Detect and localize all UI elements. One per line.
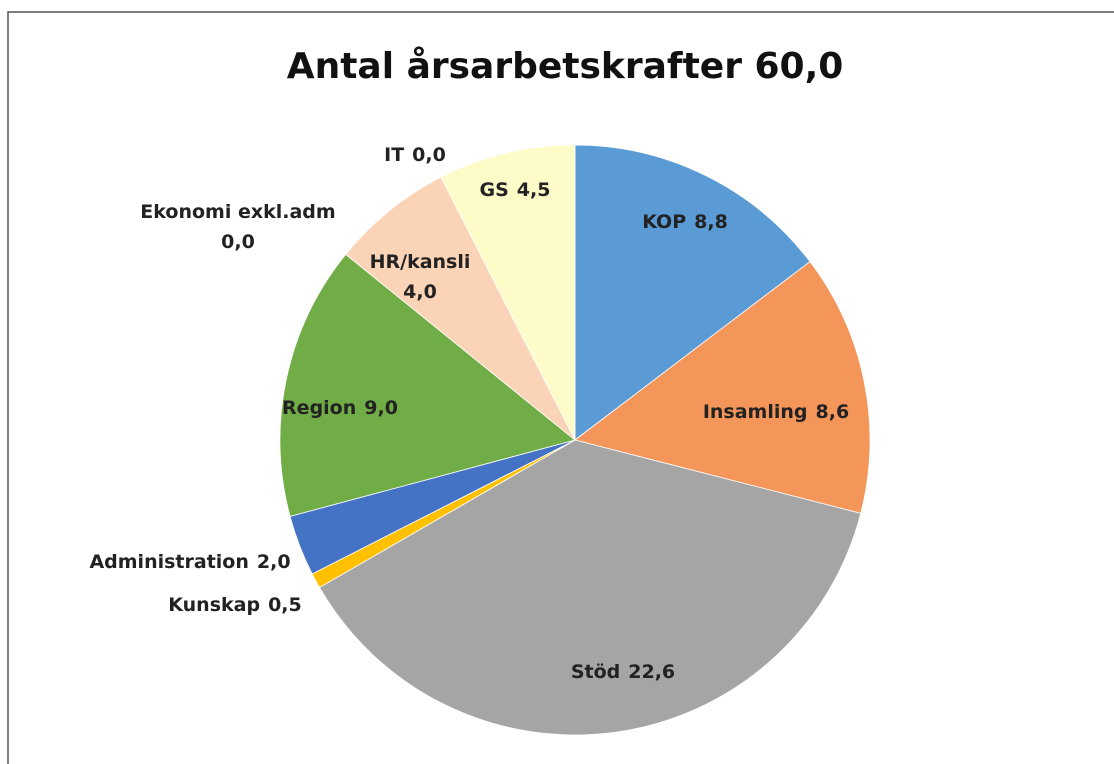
data-label: KOP 8,8 [642, 211, 728, 233]
value-label: 0,0 [221, 231, 255, 253]
value-label: 2,0 [257, 551, 291, 573]
pie-slice [318, 439, 862, 736]
category-label: Region [282, 397, 356, 419]
data-label: Stöd 22,6 [571, 661, 675, 683]
value-label: 8,8 [694, 211, 728, 233]
category-label: Ekonomi exkl.adm [140, 201, 335, 223]
value-label: 22,6 [628, 661, 675, 683]
value-label: 0,5 [268, 594, 302, 616]
frame [7, 11, 1114, 764]
category-label: IT [384, 144, 404, 166]
value-label: 8,6 [816, 401, 850, 423]
data-label: Kunskap 0,5 [168, 594, 301, 616]
chart-title: Antal årsarbetskrafter 60,0 [287, 46, 844, 87]
category-label: Kunskap [168, 594, 260, 616]
value-label: 0,0 [412, 144, 446, 166]
category-label: KOP [642, 211, 686, 233]
category-label: HR/kansli [370, 251, 471, 273]
category-label: Administration [89, 551, 248, 573]
category-label: GS [480, 179, 509, 201]
pie-slice [345, 176, 576, 441]
value-label: 4,0 [403, 281, 437, 303]
pie-slice [440, 144, 576, 441]
pie-slice [574, 144, 811, 441]
pie-slice [574, 261, 871, 514]
data-label: Administration 2,0 [89, 551, 290, 573]
data-label: HR/kansli 4,0 [370, 251, 471, 303]
category-label: Stöd [571, 661, 620, 683]
pie-slice [279, 253, 576, 517]
category-label: Insamling [703, 401, 808, 423]
data-label: Insamling 8,6 [703, 401, 849, 423]
data-label: IT 0,0 [384, 144, 446, 166]
data-label: Region 9,0 [282, 397, 398, 419]
data-label: GS 4,5 [480, 179, 551, 201]
data-label: Ekonomi exkl.adm 0,0 [140, 201, 335, 253]
value-label: 9,0 [364, 397, 398, 419]
value-label: 4,5 [517, 179, 551, 201]
